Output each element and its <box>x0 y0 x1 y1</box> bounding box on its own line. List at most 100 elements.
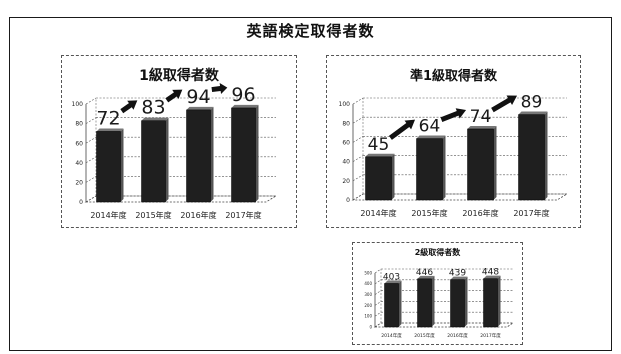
y-tick-label: 100 <box>339 101 351 108</box>
y-tick-label: 100 <box>72 101 84 108</box>
bar-side <box>255 104 259 202</box>
trend-arrow-icon <box>211 83 228 94</box>
grid-diagonal <box>352 97 364 105</box>
chart-title: 準1級取得者数 <box>409 69 498 84</box>
grid-diagonal <box>85 195 97 203</box>
y-tick-label: 40 <box>75 160 83 167</box>
y-tick-label: 200 <box>364 303 372 308</box>
bar-top <box>365 153 395 157</box>
x-tick-label: 2016年度 <box>462 208 498 218</box>
grid-diagonal <box>352 174 364 182</box>
chart-panel-pre-grade1: 準1級取得者数 0 20 40 60 80 100 45 2014年度 64 2015年度 74 20… <box>326 55 581 228</box>
bar-side <box>165 117 169 202</box>
bar-top <box>518 111 548 115</box>
data-label: 45 <box>368 135 390 155</box>
bar-side <box>493 125 497 200</box>
arrow-shape <box>440 108 467 122</box>
arrow-shape <box>120 100 138 114</box>
bar-side <box>398 280 402 327</box>
bar <box>417 278 432 328</box>
bar <box>416 138 443 201</box>
data-label: 64 <box>419 117 441 137</box>
bar <box>467 128 494 201</box>
bar <box>365 156 392 201</box>
y-tick-label: 100 <box>364 314 372 319</box>
bar-top <box>141 117 169 121</box>
data-label: 89 <box>521 93 543 113</box>
bar <box>96 131 121 203</box>
grid-diagonal <box>374 268 382 274</box>
arrow-shape <box>211 83 228 94</box>
data-label: 448 <box>482 268 499 278</box>
y-tick-label: 500 <box>364 270 372 275</box>
bar-side <box>391 153 395 200</box>
y-tick-label: 0 <box>346 197 350 204</box>
page-title: 英語検定取得者数 <box>246 22 375 40</box>
x-tick-label: 2015年度 <box>411 208 447 218</box>
chart-title: 1級取得者数 <box>139 68 219 84</box>
trend-arrow-icon <box>491 95 518 113</box>
bar <box>141 120 166 203</box>
y-tick-label: 400 <box>364 281 372 286</box>
x-tick-label: 2017年度 <box>225 210 261 220</box>
bar-side <box>431 275 435 327</box>
x-tick-label: 2017年度 <box>480 332 501 339</box>
bar-top <box>384 280 402 284</box>
outer-frame <box>9 17 612 351</box>
data-label: 96 <box>231 84 255 106</box>
bar-side <box>497 275 501 327</box>
grid-diagonal <box>85 117 97 124</box>
bar-side <box>120 128 124 202</box>
grid-diagonal <box>352 116 364 124</box>
data-label: 403 <box>383 272 400 282</box>
y-tick-label: 60 <box>342 140 350 147</box>
y-tick-label: 80 <box>75 121 83 128</box>
grid-diagonal <box>85 136 97 144</box>
x-tick-label: 2017年度 <box>513 208 549 218</box>
x-tick-label: 2015年度 <box>135 210 171 220</box>
bar <box>186 109 211 203</box>
y-tick-label: 300 <box>364 292 372 297</box>
arrow-shape <box>165 89 183 103</box>
x-tick-label: 2015年度 <box>414 332 435 339</box>
x-tick-label: 2014年度 <box>360 208 396 218</box>
y-tick-label: 0 <box>79 199 83 206</box>
data-label: 446 <box>416 268 433 278</box>
y-tick-label: 20 <box>75 180 83 187</box>
grid-diagonal <box>352 155 364 162</box>
y-tick-label: 80 <box>342 120 350 127</box>
bar-top <box>450 276 468 280</box>
bar-top <box>416 135 446 139</box>
grid-diagonal <box>85 156 97 164</box>
bar-side <box>210 106 214 202</box>
bar <box>231 107 256 203</box>
chart-panel-grade1: 1級取得者数 0 20 40 60 80 100 72 2014年度 83 2015年度 94 201… <box>61 55 297 228</box>
chart-panel-grade2: 2級取得者数 0 100 200 300 400 500 403 2014年度 446 2015年… <box>352 242 523 345</box>
bar-side <box>544 111 548 200</box>
y-tick-label: 20 <box>342 178 350 185</box>
trend-arrow-icon <box>440 108 467 122</box>
x-tick-label: 2014年度 <box>381 332 402 339</box>
bar <box>518 114 545 201</box>
bar-top <box>231 104 259 108</box>
bar <box>483 278 498 328</box>
x-tick-label: 2014年度 <box>90 210 126 220</box>
grid-diagonal <box>85 176 97 183</box>
grid-diagonal <box>374 279 382 285</box>
grid-diagonal <box>352 193 364 201</box>
bar-side <box>464 276 468 327</box>
data-label: 439 <box>449 269 466 279</box>
grid-diagonal <box>85 97 97 105</box>
trend-arrow-icon <box>120 100 138 114</box>
trend-arrow-icon <box>165 89 183 103</box>
bar <box>384 283 399 328</box>
bar-top <box>467 125 497 129</box>
grid-diagonal <box>352 136 364 143</box>
chart-svg-grade1: 0 20 40 60 80 100 72 2014年度 83 2015年度 94 2016年度 96 20… <box>72 83 278 220</box>
grid-diagonal <box>374 290 382 295</box>
chart-svg-grade2: 0 100 200 300 400 500 403 2014年度 446 2015年度 439 201… <box>364 268 515 339</box>
x-tick-label: 2016年度 <box>447 332 468 339</box>
chart-svg-pre-grade1: 0 20 40 60 80 100 45 2014年度 64 2015年度 74 2016年度 89 20… <box>339 93 569 218</box>
x-tick-label: 2016年度 <box>180 210 216 220</box>
chart-title: 2級取得者数 <box>414 248 461 257</box>
